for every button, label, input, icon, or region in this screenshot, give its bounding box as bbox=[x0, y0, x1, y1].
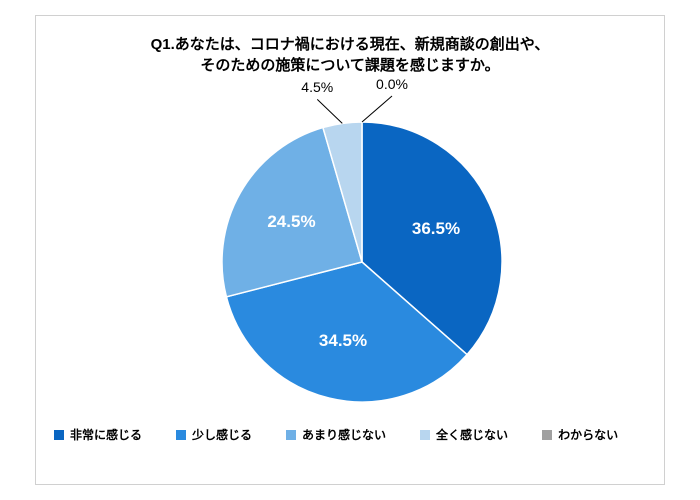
pie-area: 36.5%34.5%24.5%4.5%0.0% bbox=[52, 82, 648, 422]
chart-card: Q1.あなたは、コロナ禍における現在、新規商談の創出や、 そのための施策について… bbox=[35, 15, 665, 485]
legend-swatch bbox=[176, 430, 186, 440]
legend-item: 少し感じる bbox=[176, 426, 252, 443]
legend-label: 非常に感じる bbox=[70, 426, 142, 443]
slice-pct-callout: 0.0% bbox=[376, 76, 408, 92]
legend-item: あまり感じない bbox=[286, 426, 386, 443]
legend: 非常に感じる 少し感じる あまり感じない 全く感じない わからない bbox=[52, 422, 648, 443]
slice-pct-label: 34.5% bbox=[319, 331, 367, 351]
legend-label: 全く感じない bbox=[436, 426, 508, 443]
legend-item: 非常に感じる bbox=[54, 426, 142, 443]
legend-swatch bbox=[420, 430, 430, 440]
callout-line bbox=[362, 96, 392, 122]
legend-label: わからない bbox=[558, 426, 618, 443]
legend-label: 少し感じる bbox=[192, 426, 252, 443]
legend-label: あまり感じない bbox=[302, 426, 386, 443]
legend-item: わからない bbox=[542, 426, 618, 443]
title-line2: そのための施策について課題を感じますか。 bbox=[200, 57, 499, 74]
pie-svg bbox=[52, 82, 652, 422]
slice-pct-label: 36.5% bbox=[412, 219, 460, 239]
legend-swatch bbox=[286, 430, 296, 440]
slice-pct-label: 24.5% bbox=[267, 212, 315, 232]
legend-swatch bbox=[542, 430, 552, 440]
chart-title: Q1.あなたは、コロナ禍における現在、新規商談の創出や、 そのための施策について… bbox=[52, 34, 648, 76]
title-line1: Q1.あなたは、コロナ禍における現在、新規商談の創出や、 bbox=[151, 36, 550, 53]
slice-pct-callout: 4.5% bbox=[301, 79, 333, 95]
callout-line bbox=[317, 99, 342, 123]
legend-item: 全く感じない bbox=[420, 426, 508, 443]
legend-swatch bbox=[54, 430, 64, 440]
